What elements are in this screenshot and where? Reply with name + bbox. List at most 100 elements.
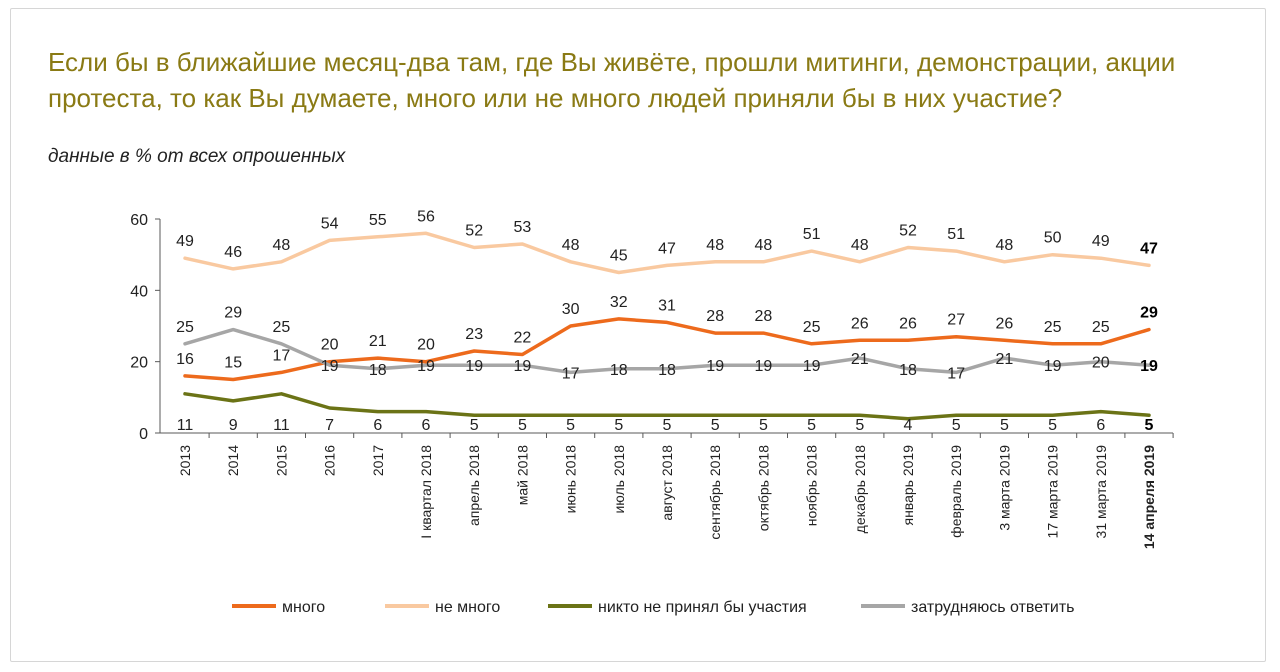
data-label: 16 <box>176 351 194 368</box>
data-label: 19 <box>706 358 724 375</box>
data-label: 4 <box>904 417 913 434</box>
data-label: 17 <box>273 347 291 364</box>
data-label: 30 <box>562 301 580 318</box>
data-label: 54 <box>321 215 339 232</box>
x-tick-label: август 2018 <box>659 445 675 521</box>
data-label: 5 <box>566 417 575 434</box>
data-label: 5 <box>952 417 961 434</box>
data-label: 27 <box>947 312 965 329</box>
data-label: 5 <box>663 417 672 434</box>
data-label: 19 <box>321 358 339 375</box>
data-label: 19 <box>1044 358 1062 375</box>
chart-subtitle: данные в % от всех опрошенных <box>48 146 346 167</box>
data-label: 49 <box>176 233 194 250</box>
data-label: 48 <box>706 237 724 254</box>
data-label: 25 <box>1092 319 1110 336</box>
data-label: 47 <box>658 240 676 257</box>
data-label: 19 <box>1140 358 1158 375</box>
data-label: 18 <box>610 362 628 379</box>
data-label: 28 <box>706 308 724 325</box>
chart-frame <box>10 8 1266 662</box>
data-label: 26 <box>851 315 869 332</box>
data-label: 9 <box>229 417 238 434</box>
data-label: 15 <box>224 355 242 372</box>
x-tick-label: 2016 <box>322 445 338 476</box>
y-tick-label: 40 <box>130 283 148 300</box>
data-label: 5 <box>855 417 864 434</box>
x-tick-label: ноябрь 2018 <box>804 445 820 526</box>
x-tick-label: 31 марта 2019 <box>1093 445 1109 539</box>
x-tick-label: июнь 2018 <box>563 445 579 514</box>
data-label: 5 <box>711 417 720 434</box>
data-label: 19 <box>514 358 532 375</box>
data-label: 18 <box>658 362 676 379</box>
x-tick-label: 2017 <box>370 445 386 476</box>
data-label: 51 <box>803 226 821 243</box>
x-tick-label: 2015 <box>273 445 289 476</box>
data-label: 45 <box>610 248 628 265</box>
x-tick-label: 14 апреля 2019 <box>1141 445 1157 549</box>
data-label: 6 <box>373 417 382 434</box>
data-label: 18 <box>369 362 387 379</box>
data-label: 5 <box>470 417 479 434</box>
data-label: 25 <box>1044 319 1062 336</box>
data-label: 5 <box>759 417 768 434</box>
data-label: 52 <box>465 223 483 240</box>
data-label: 19 <box>465 358 483 375</box>
data-label: 29 <box>224 305 242 322</box>
x-tick-label: декабрь 2018 <box>852 445 868 534</box>
data-label: 20 <box>417 337 435 354</box>
x-tick-label: сентябрь 2018 <box>707 445 723 540</box>
series-line-много <box>183 317 1151 382</box>
series-line-затрудняюсь-ответить <box>183 327 1151 375</box>
data-label: 49 <box>1092 233 1110 250</box>
x-tick-label: 2013 <box>177 445 193 476</box>
y-tick-label: 60 <box>130 212 148 229</box>
y-tick-label: 20 <box>130 355 148 372</box>
data-label: 5 <box>1145 417 1154 434</box>
data-label: 47 <box>1140 240 1158 257</box>
data-label: 5 <box>518 417 527 434</box>
data-label: 48 <box>996 237 1014 254</box>
legend-label: много <box>282 599 325 616</box>
data-label: 5 <box>614 417 623 434</box>
data-label: 53 <box>514 219 532 236</box>
chart-title: Если бы в ближайшие месяц-два там, где В… <box>48 47 1176 113</box>
data-label: 20 <box>321 337 339 354</box>
data-label: 6 <box>1096 417 1105 434</box>
data-label: 25 <box>176 319 194 336</box>
data-label: 7 <box>325 417 334 434</box>
data-label: 26 <box>996 315 1014 332</box>
data-label: 48 <box>273 237 291 254</box>
data-label: 25 <box>803 319 821 336</box>
data-label: 46 <box>224 244 242 261</box>
data-label: 18 <box>899 362 917 379</box>
x-tick-label: 17 марта 2019 <box>1045 445 1061 539</box>
x-tick-label: май 2018 <box>514 445 530 505</box>
series-line-никто-не-принял-бы-участия <box>183 392 1151 421</box>
x-tick-label: 3 марта 2019 <box>996 445 1012 531</box>
data-label: 19 <box>417 358 435 375</box>
x-tick-label: октябрь 2018 <box>755 445 771 531</box>
x-tick-label: 2014 <box>225 445 241 476</box>
data-label: 20 <box>1092 355 1110 372</box>
data-label: 50 <box>1044 230 1062 247</box>
data-label: 23 <box>465 326 483 343</box>
data-label: 19 <box>803 358 821 375</box>
legend-label: затрудняюсь ответить <box>911 599 1075 616</box>
x-tick-label: апрель 2018 <box>466 445 482 526</box>
data-label: 56 <box>417 208 435 225</box>
x-tick-label: январь 2019 <box>900 445 916 526</box>
data-label: 11 <box>273 417 290 434</box>
data-label: 32 <box>610 294 628 311</box>
data-label: 5 <box>1048 417 1057 434</box>
data-label: 52 <box>899 223 917 240</box>
data-label: 17 <box>947 365 965 382</box>
data-label: 6 <box>422 417 431 434</box>
data-label: 11 <box>177 417 194 434</box>
data-label: 5 <box>807 417 816 434</box>
x-tick-label: февраль 2019 <box>948 445 964 538</box>
data-label: 19 <box>755 358 773 375</box>
data-label: 28 <box>755 308 773 325</box>
